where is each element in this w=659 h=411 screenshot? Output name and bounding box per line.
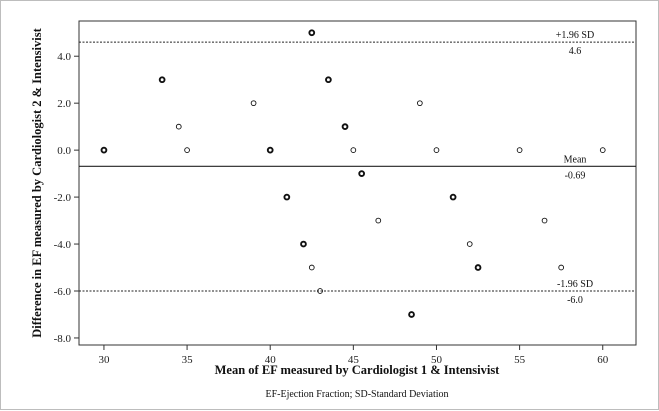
plot-frame (78, 20, 637, 346)
reference-lines: +1.96 SD 4.6 Mean -0.69 -1.96 SD -6.0 (79, 30, 636, 306)
x-tick-label: 35 (182, 354, 194, 366)
data-point (308, 29, 316, 37)
data-point (300, 240, 307, 248)
y-tick-label: 4.0 (57, 51, 71, 63)
data-point (541, 217, 548, 224)
data-point (283, 193, 291, 201)
y-tick-label: -4.0 (54, 239, 72, 251)
y-tick-label: 2.0 (57, 98, 71, 110)
x-axis-ticks: 30 35 40 45 50 55 60 (98, 345, 609, 366)
data-point (408, 311, 415, 318)
data-point (358, 170, 366, 177)
data-point (433, 147, 440, 153)
data-points (100, 29, 606, 318)
data-point (558, 264, 565, 271)
x-tick-label: 40 (265, 354, 277, 366)
y-tick-label: -8.0 (54, 333, 72, 345)
reference-line-value: 4.6 (569, 46, 582, 57)
x-tick-label: 50 (431, 354, 443, 366)
data-point (175, 123, 182, 130)
data-point (184, 147, 190, 153)
reference-line-label: -1.96 SD (557, 279, 593, 290)
y-axis-title: Difference in EF measured by Cardiologis… (30, 27, 44, 337)
data-point (466, 241, 473, 247)
data-point (474, 264, 482, 271)
y-tick-label: -2.0 (54, 192, 72, 204)
data-point (341, 123, 349, 131)
x-tick-label: 30 (98, 354, 110, 366)
y-axis-ticks: 4.0 2.0 0.0 -2.0 -4.0 -6.0 -8.0 (54, 51, 79, 345)
data-point (375, 217, 382, 224)
data-point (308, 264, 315, 271)
reference-line-value: -0.69 (565, 170, 586, 181)
data-point (266, 146, 274, 154)
data-point (417, 100, 423, 107)
data-point (317, 288, 323, 294)
reference-line-label: Mean (564, 154, 587, 165)
data-point (250, 100, 257, 107)
data-point (449, 193, 457, 201)
data-point (350, 147, 357, 153)
y-tick-label: -6.0 (54, 286, 72, 298)
x-tick-label: 55 (514, 354, 526, 366)
data-point (100, 146, 108, 154)
x-axis-title: Mean of EF measured by Cardiologist 1 & … (215, 363, 501, 377)
data-point (325, 76, 332, 84)
reference-line-value: -6.0 (567, 295, 583, 306)
data-point (158, 76, 166, 84)
y-tick-label: 0.0 (57, 145, 71, 157)
x-tick-label: 60 (597, 354, 609, 366)
data-point (516, 147, 523, 153)
footnote: EF-Ejection Fraction; SD-Standard Deviat… (265, 389, 448, 400)
x-tick-label: 45 (348, 354, 360, 366)
reference-line-label: +1.96 SD (556, 30, 594, 41)
data-point (599, 147, 606, 153)
